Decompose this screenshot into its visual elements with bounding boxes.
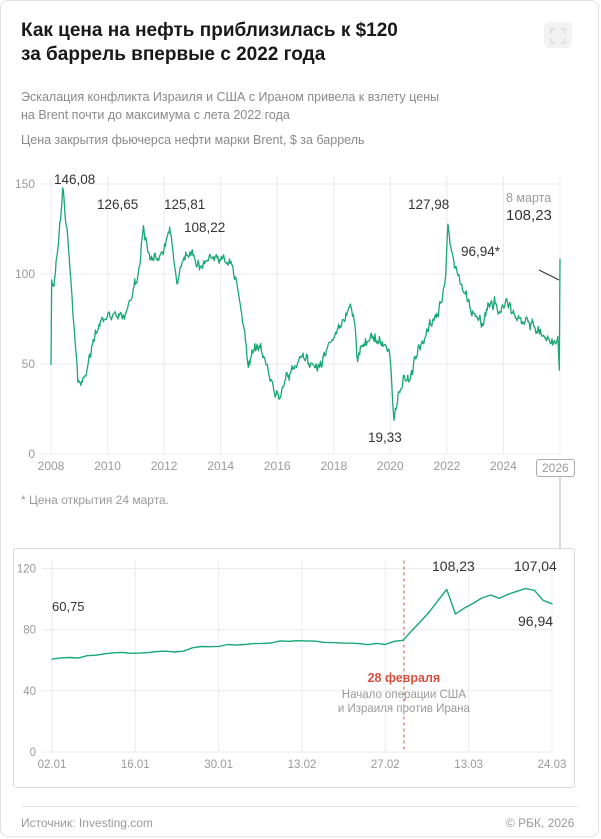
svg-text:120: 120: [17, 564, 36, 576]
svg-text:27.02: 27.02: [371, 759, 400, 771]
svg-text:24.03: 24.03: [538, 759, 567, 771]
svg-text:80: 80: [23, 625, 36, 637]
svg-text:13.03: 13.03: [454, 759, 483, 771]
svg-text:40: 40: [23, 686, 36, 698]
svg-text:0: 0: [30, 747, 36, 759]
svg-text:16.01: 16.01: [121, 759, 150, 771]
svg-text:13.02: 13.02: [288, 759, 317, 771]
svg-text:30.01: 30.01: [204, 759, 233, 771]
svg-text:02.01: 02.01: [38, 759, 67, 771]
